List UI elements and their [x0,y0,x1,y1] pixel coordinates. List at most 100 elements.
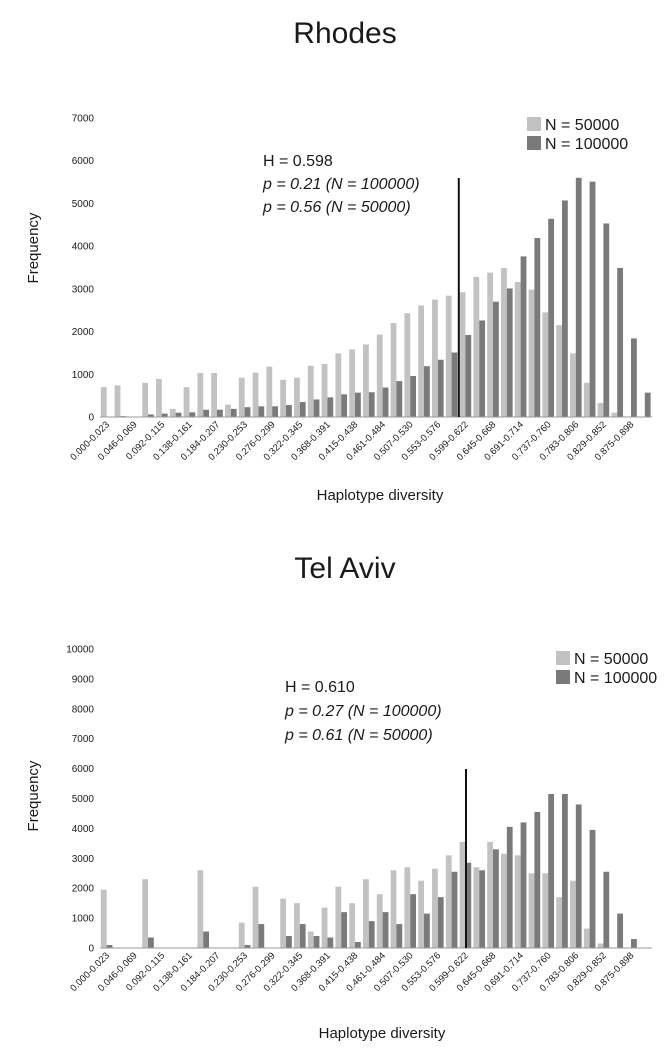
bar [230,408,237,417]
bar [603,871,610,948]
y-tick-label: 4000 [72,242,95,253]
y-tick-label: 9000 [72,674,95,685]
y-tick-label: 6000 [72,764,95,775]
bar [327,397,334,417]
legend: N = 50000 N = 100000 [527,117,628,153]
bar [341,912,348,948]
bar [349,349,356,417]
bar [313,936,320,948]
bar [363,879,369,948]
bar [294,903,300,948]
legend-swatch-n-50000 [527,117,541,131]
legend-swatch-n-50000 [556,651,570,665]
bar [114,385,121,417]
bar [197,870,204,948]
bar [548,794,555,948]
bar [506,288,513,417]
bar [534,811,541,948]
bar [556,325,563,417]
bar [424,913,430,948]
bar [161,413,168,417]
y-tick-label: 3000 [72,284,95,295]
bar [575,177,582,417]
bar [589,181,596,417]
y-tick-label: 8000 [72,704,95,715]
bar [258,406,265,417]
y-tick-label: 7000 [72,734,95,745]
bar [321,907,328,948]
bar [473,276,480,417]
bar [562,794,568,948]
bar [280,379,287,417]
bar [341,394,348,417]
y-tick-label: 6000 [72,156,95,167]
bar [528,289,535,417]
bar [418,880,425,948]
bar [368,392,375,417]
bar [432,299,438,417]
bar [506,826,513,948]
bar [520,822,527,948]
bar [459,292,466,417]
bar [299,402,306,417]
bar [528,873,535,948]
x-axis-title: Haplotype diversity [319,1025,446,1042]
bar [252,886,259,948]
bar [203,409,210,417]
bar [514,282,521,417]
bar [432,868,438,948]
bar [404,867,411,948]
bar [286,936,292,948]
annotation: H = 0.598 p = 0.21 (N = 100000) p = 0.56… [262,153,420,216]
annotation-h: H = 0.598 [263,153,333,170]
bar [404,313,411,417]
bar [390,870,397,948]
bar [459,841,466,948]
bar [644,392,651,417]
y-tick-label: 7000 [72,114,95,125]
bar [100,387,107,417]
bar [335,353,342,417]
bar [570,353,576,417]
legend-label-n-100000: N = 100000 [545,136,628,153]
bar [294,377,300,417]
y-tick-label: 5000 [72,794,95,805]
annotation-h: H = 0.610 [285,679,355,696]
bar [142,382,149,417]
annotation-p-50000: p = 0.61 (N = 50000) [284,727,433,744]
chart-title: Tel Aviv [294,552,395,585]
bar [382,912,389,948]
bar [335,886,342,948]
bar [244,407,251,417]
bar [548,218,555,417]
bar [410,894,417,948]
bar [617,267,624,417]
y-tick-label: 4000 [72,824,95,835]
bar [363,344,369,417]
bar [611,412,618,417]
bar [617,913,624,948]
annotation-p-100000: p = 0.21 (N = 100000) [262,176,420,193]
bar [575,804,582,948]
bar [493,301,499,417]
chart-tel-aviv: Tel Aviv Frequency Haplotype diversity 0… [25,552,657,1042]
bar [106,945,113,948]
bar [583,928,590,948]
bar [501,267,507,417]
legend-label-n-50000: N = 50000 [574,651,648,668]
bar [424,366,430,417]
legend-label-n-50000: N = 50000 [545,117,619,134]
bar [437,359,444,417]
bar [175,412,182,417]
y-axis-title: Frequency [25,760,42,831]
bar [570,880,576,948]
bar [562,200,568,417]
bar [542,873,549,948]
bar [465,334,472,417]
y-tick-label: 3000 [72,854,95,865]
y-tick-label: 1000 [72,370,95,381]
legend-swatch-n-100000 [527,136,541,150]
bar [203,931,210,948]
bar [280,898,287,948]
